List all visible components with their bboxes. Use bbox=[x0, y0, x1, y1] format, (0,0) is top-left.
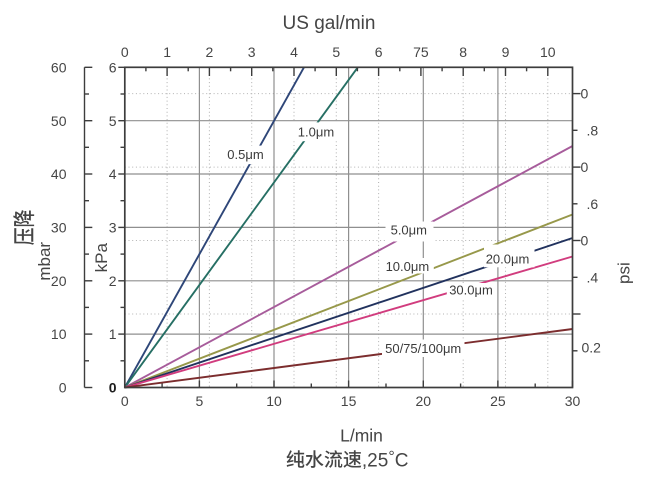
svg-text:.4: .4 bbox=[587, 269, 599, 285]
svg-text:0: 0 bbox=[581, 233, 589, 249]
svg-text:US gal/min: US gal/min bbox=[283, 13, 376, 34]
svg-text:.6: .6 bbox=[587, 196, 599, 212]
svg-text:5: 5 bbox=[109, 113, 117, 129]
svg-text:50: 50 bbox=[51, 113, 67, 129]
svg-text:20.0μm: 20.0μm bbox=[486, 252, 530, 267]
svg-text:L/min: L/min bbox=[340, 426, 383, 446]
svg-text:6: 6 bbox=[109, 59, 117, 75]
svg-text:kPa: kPa bbox=[92, 243, 111, 273]
svg-text:50/75/100μm: 50/75/100μm bbox=[385, 341, 461, 356]
svg-text:10: 10 bbox=[266, 393, 282, 409]
svg-text:0: 0 bbox=[121, 393, 129, 409]
svg-text:psi: psi bbox=[615, 262, 634, 284]
svg-text:20: 20 bbox=[51, 273, 67, 289]
svg-text:5.0μm: 5.0μm bbox=[391, 223, 427, 238]
svg-text:0: 0 bbox=[121, 44, 129, 60]
svg-text:4: 4 bbox=[109, 166, 117, 182]
svg-text:75: 75 bbox=[413, 44, 429, 60]
svg-text:20: 20 bbox=[416, 393, 432, 409]
svg-text:.8: .8 bbox=[587, 122, 599, 138]
svg-text:5: 5 bbox=[196, 393, 204, 409]
svg-text:30: 30 bbox=[51, 220, 67, 236]
svg-text:2: 2 bbox=[206, 44, 214, 60]
svg-text:0: 0 bbox=[581, 159, 589, 175]
svg-text:10: 10 bbox=[51, 326, 67, 342]
svg-text:9: 9 bbox=[502, 44, 510, 60]
svg-text:5: 5 bbox=[332, 44, 340, 60]
svg-text:60: 60 bbox=[51, 59, 67, 75]
svg-text:0: 0 bbox=[581, 86, 589, 102]
svg-text:25: 25 bbox=[490, 393, 506, 409]
svg-text:0.2: 0.2 bbox=[582, 339, 602, 355]
svg-text:0: 0 bbox=[109, 380, 117, 396]
svg-text:6: 6 bbox=[375, 44, 383, 60]
svg-text:1: 1 bbox=[109, 326, 117, 342]
svg-text:,25°C: ,25°C bbox=[362, 448, 409, 471]
svg-text:8: 8 bbox=[459, 44, 467, 60]
svg-text:1.0μm: 1.0μm bbox=[298, 125, 334, 140]
svg-text:0.5μm: 0.5μm bbox=[227, 147, 263, 162]
svg-text:1: 1 bbox=[163, 44, 171, 60]
svg-text:3: 3 bbox=[248, 44, 256, 60]
svg-text:4: 4 bbox=[290, 44, 298, 60]
svg-text:30: 30 bbox=[565, 393, 581, 409]
svg-text:10: 10 bbox=[540, 44, 556, 60]
svg-text:40: 40 bbox=[51, 166, 67, 182]
svg-text:15: 15 bbox=[341, 393, 357, 409]
svg-text:mbar: mbar bbox=[35, 242, 54, 281]
svg-text:0: 0 bbox=[59, 380, 67, 396]
svg-text:10.0μm: 10.0μm bbox=[386, 259, 430, 274]
svg-text:2: 2 bbox=[109, 273, 117, 289]
svg-text:3: 3 bbox=[109, 220, 117, 236]
svg-text:30.0μm: 30.0μm bbox=[449, 283, 493, 298]
